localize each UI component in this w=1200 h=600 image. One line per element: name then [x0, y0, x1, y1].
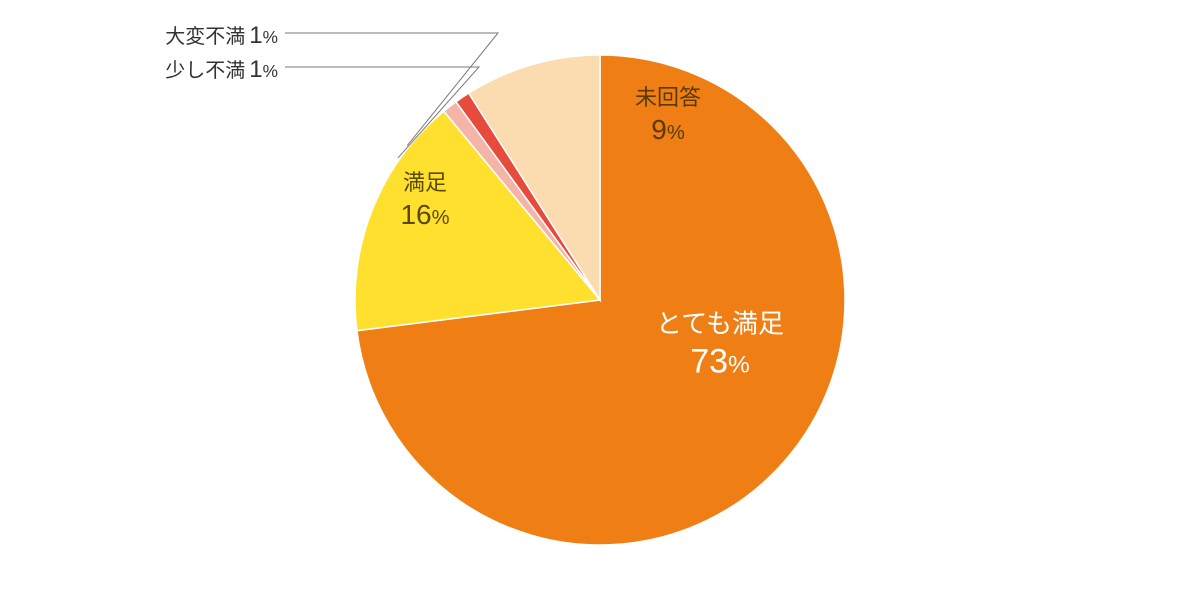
slice-value: 16%	[400, 198, 449, 229]
slice-value: 1%	[249, 22, 278, 49]
percent-symbol: %	[667, 121, 685, 143]
slice-label-text: 未回答	[635, 84, 701, 112]
percent-symbol: %	[263, 27, 278, 47]
slice-value-number: 1	[249, 56, 262, 83]
slice-value: 9%	[651, 113, 685, 144]
slice-label-text: とても満足	[656, 308, 784, 341]
slice-label-bit_unsatisfied: 少し不満1%	[165, 58, 278, 82]
percent-symbol: %	[432, 206, 450, 228]
slice-value-number: 9	[651, 113, 667, 144]
slice-label-very_unsatisfied: 大変不満1%	[165, 24, 278, 48]
slice-value: 1%	[249, 56, 278, 83]
percent-symbol: %	[263, 61, 278, 81]
slice-value-number: 1	[249, 22, 262, 49]
percent-symbol: %	[728, 351, 750, 378]
slice-label-satisfied: 満足16%	[400, 169, 449, 232]
slice-label-no_answer: 未回答9%	[635, 84, 701, 147]
slice-label-text: 大変不満	[165, 26, 245, 48]
slice-label-text: 満足	[400, 169, 449, 197]
slice-value: 73%	[690, 342, 750, 380]
pie-chart-svg	[0, 0, 1200, 600]
pie-chart-container: とても満足73%満足16%少し不満1%大変不満1%未回答9%	[0, 0, 1200, 600]
slice-value-number: 73	[690, 342, 728, 380]
slice-value-number: 16	[400, 198, 431, 229]
slice-label-very_satisfied: とても満足73%	[656, 308, 784, 383]
slice-label-text: 少し不満	[165, 60, 245, 82]
